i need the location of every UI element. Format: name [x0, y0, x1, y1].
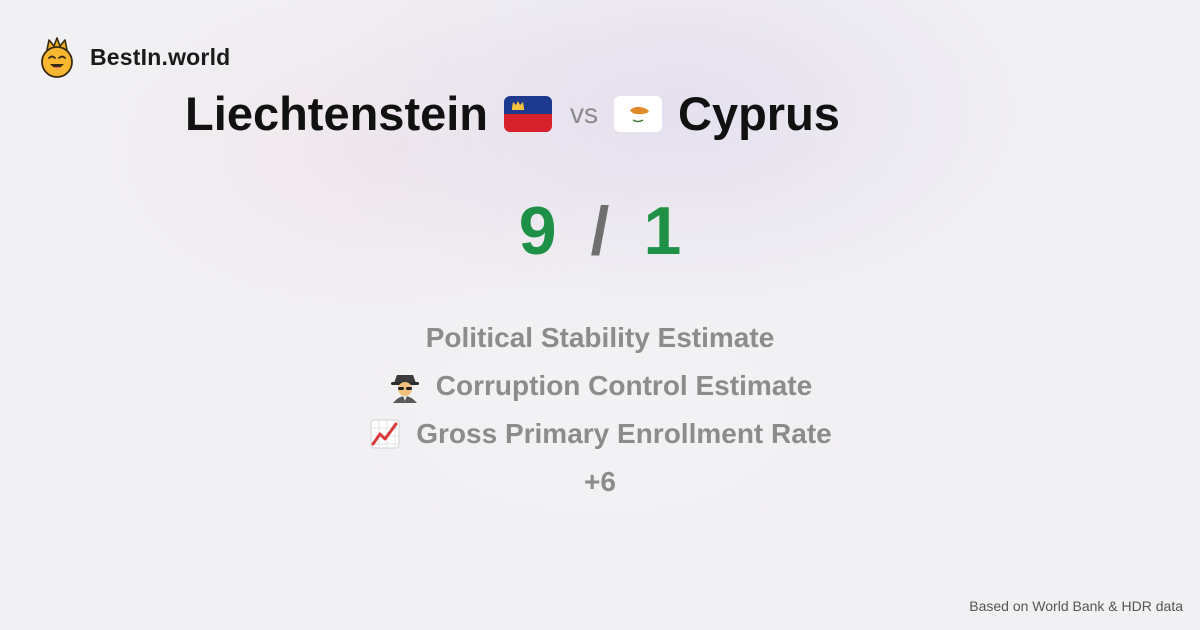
score-separator: / [590, 193, 610, 269]
metric-item[interactable]: Political Stability Estimate [426, 314, 775, 362]
score-country-b: 1 [643, 193, 682, 269]
crowned-smiley-icon [41, 37, 73, 78]
score-country-a: 9 [518, 193, 557, 269]
brand-name: BestIn.world [90, 43, 231, 70]
metric-list: Political Stability Estimate Corruption … [0, 314, 1200, 506]
country-a-name[interactable]: Liechtenstein [185, 87, 488, 140]
cyprus-flag-icon [614, 95, 662, 132]
country-b-name[interactable]: Cyprus [678, 87, 840, 140]
vs-label: vs [570, 97, 598, 129]
metric-label: Political Stability Estimate [425, 322, 775, 353]
metric-label: Gross Primary Enrollment Rate [416, 418, 832, 449]
data-source-note: Based on World Bank & HDR data [969, 598, 1183, 614]
more-metrics-count[interactable]: +6 [584, 466, 616, 497]
brand[interactable]: BestIn.world [38, 36, 230, 78]
comparison-title: Liechtenstein vs Cyprus [0, 86, 1200, 141]
score: 9 / 1 [0, 192, 1200, 270]
chart-increasing-icon [370, 419, 400, 449]
metric-item[interactable]: Gross Primary Enrollment Rate [368, 410, 832, 458]
liechtenstein-flag-icon [504, 95, 552, 132]
metric-item[interactable]: Corruption Control Estimate [388, 362, 812, 410]
detective-icon [390, 375, 419, 403]
metric-label: Corruption Control Estimate [435, 370, 813, 401]
